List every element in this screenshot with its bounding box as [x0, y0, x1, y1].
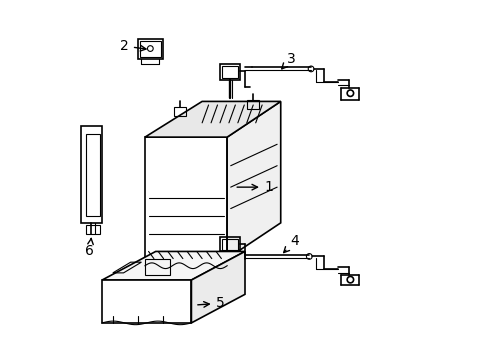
Polygon shape: [81, 126, 102, 223]
Text: 4: 4: [284, 234, 299, 253]
Polygon shape: [192, 251, 245, 323]
Text: 5: 5: [198, 296, 225, 310]
Polygon shape: [145, 102, 281, 137]
Text: 6: 6: [85, 238, 94, 258]
Bar: [247, 100, 259, 109]
Polygon shape: [102, 280, 192, 323]
Bar: [222, 239, 238, 249]
Polygon shape: [102, 251, 245, 280]
Bar: [140, 41, 161, 57]
Bar: [173, 107, 186, 116]
Bar: [220, 64, 240, 80]
Polygon shape: [145, 137, 227, 258]
Bar: [145, 258, 170, 275]
Bar: [138, 39, 163, 59]
Polygon shape: [227, 102, 281, 258]
Bar: [220, 237, 240, 251]
Text: 1: 1: [237, 180, 273, 194]
Bar: [222, 66, 238, 78]
Bar: [86, 225, 100, 234]
Text: 2: 2: [120, 39, 146, 53]
Text: 3: 3: [282, 51, 296, 69]
